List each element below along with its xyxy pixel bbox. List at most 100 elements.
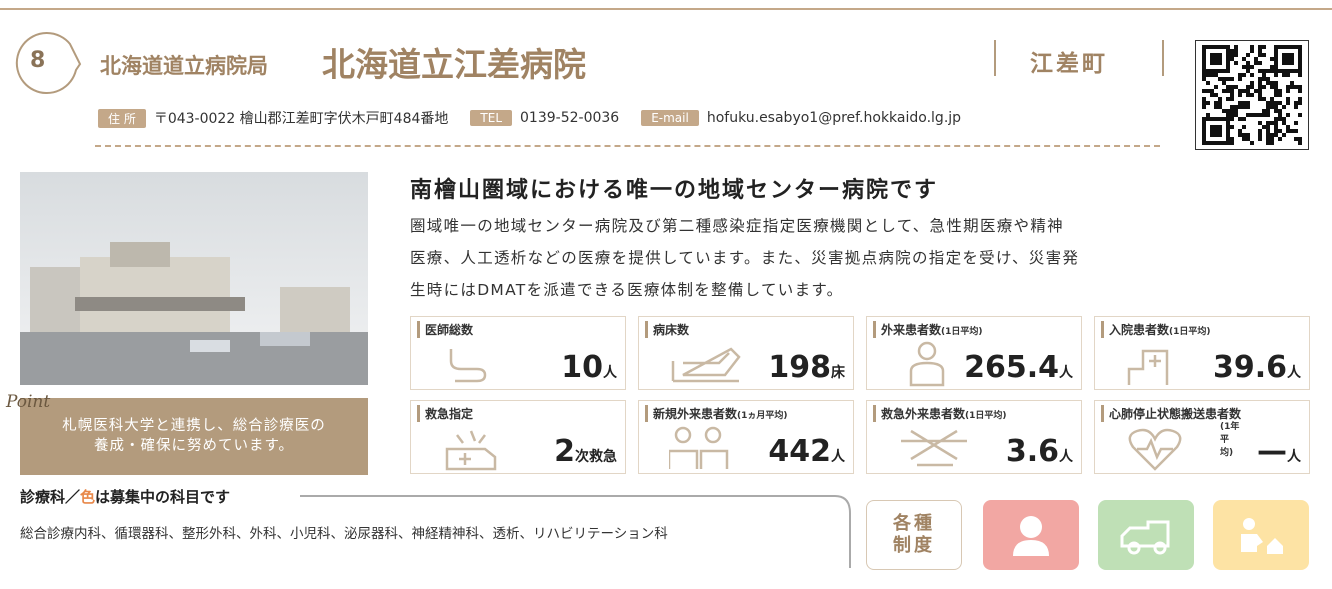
stat-unit: 人 bbox=[1059, 449, 1073, 465]
qr-cell bbox=[1298, 45, 1302, 49]
qr-cell bbox=[1226, 109, 1230, 113]
stat-unit: 人 bbox=[1287, 449, 1301, 465]
qr-cell bbox=[1226, 77, 1230, 81]
top-rule bbox=[0, 8, 1332, 10]
qr-cell bbox=[1214, 61, 1218, 65]
stat-box: 医師総数 10人 bbox=[410, 316, 626, 390]
qr-cell bbox=[1270, 101, 1274, 105]
qr-cell bbox=[1262, 45, 1266, 49]
ambulance-button[interactable] bbox=[1098, 500, 1194, 570]
stat-note: (1年平均) bbox=[1220, 422, 1240, 458]
qr-cell bbox=[1250, 49, 1254, 53]
stat-box: 病床数 198床 bbox=[638, 316, 854, 390]
stat-value-row: 2次救急 bbox=[554, 434, 617, 469]
qr-cell bbox=[1298, 73, 1302, 77]
town: 江差町 bbox=[1030, 51, 1108, 77]
qr-cell bbox=[1278, 113, 1282, 117]
qr-cell bbox=[1234, 49, 1238, 53]
qr-cell bbox=[1258, 45, 1262, 49]
qr-cell bbox=[1286, 73, 1290, 77]
qr-cell bbox=[1238, 133, 1242, 137]
qr-cell bbox=[1230, 89, 1234, 93]
stat-box: 入院患者数(1日平均) 39.6人 bbox=[1094, 316, 1310, 390]
qr-cell bbox=[1202, 77, 1206, 81]
qr-cell bbox=[1246, 105, 1250, 109]
qr-cell bbox=[1238, 129, 1242, 133]
qr-cell bbox=[1262, 77, 1266, 81]
qr-cell bbox=[1282, 133, 1286, 137]
qr-cell bbox=[1266, 133, 1270, 137]
qr-cell bbox=[1258, 137, 1262, 141]
qr-cell bbox=[1242, 125, 1246, 129]
stat-note: (1ヵ月平均) bbox=[737, 411, 788, 421]
qr-cell bbox=[1202, 69, 1206, 73]
qr-cell bbox=[1206, 113, 1210, 117]
qr-cell bbox=[1262, 73, 1266, 77]
stat-value-row: 10人 bbox=[561, 350, 617, 385]
email: hofuku.esabyo1@pref.hokkaido.lg.jp bbox=[706, 110, 962, 126]
qr-cell bbox=[1242, 101, 1246, 105]
divider bbox=[1162, 40, 1164, 76]
qr-cell bbox=[1238, 73, 1242, 77]
stat-value: 265.4 bbox=[964, 350, 1059, 385]
qr-cell bbox=[1234, 109, 1238, 113]
qr-cell bbox=[1222, 117, 1226, 121]
qr-cell bbox=[1210, 117, 1214, 121]
qr-cell bbox=[1230, 53, 1234, 57]
qr-cell bbox=[1270, 133, 1274, 137]
qr-cell bbox=[1214, 73, 1218, 77]
qr-cell bbox=[1214, 129, 1218, 133]
contact-row: 住 所 〒043-0022 檜山郡江差町字伏木戸町484番地 TEL 0139-… bbox=[98, 108, 961, 128]
description-line: 生時にはDMATを派遣できる医療体制を整備しています。 bbox=[410, 281, 844, 299]
qr-cell bbox=[1266, 81, 1270, 85]
icon bbox=[1128, 428, 1182, 471]
qr-cell bbox=[1258, 61, 1262, 65]
qr-cell bbox=[1246, 137, 1250, 141]
qr-cell bbox=[1294, 105, 1298, 109]
qr-cell bbox=[1234, 113, 1238, 117]
qr-cell bbox=[1258, 129, 1262, 133]
qr-cell bbox=[1278, 69, 1282, 73]
qr-cell bbox=[1278, 89, 1282, 93]
qr-cell bbox=[1274, 69, 1278, 73]
stat-name: 外来患者数 bbox=[881, 323, 942, 337]
qr-cell bbox=[1250, 81, 1254, 85]
qr-cell bbox=[1278, 117, 1282, 121]
qr-cell bbox=[1298, 97, 1302, 101]
qr-cell bbox=[1298, 57, 1302, 61]
qr-cell bbox=[1226, 53, 1230, 57]
qr-cell bbox=[1214, 125, 1218, 129]
qr-cell bbox=[1262, 69, 1266, 73]
icon bbox=[671, 347, 741, 383]
qr-cell bbox=[1242, 117, 1246, 121]
qr-cell bbox=[1214, 133, 1218, 137]
qr-cell bbox=[1230, 77, 1234, 81]
qr-cell bbox=[1262, 113, 1266, 117]
qr-cell bbox=[1222, 77, 1226, 81]
qr-cell bbox=[1210, 69, 1214, 73]
qr-cell bbox=[1278, 137, 1282, 141]
qr-cell bbox=[1298, 101, 1302, 105]
qr-cell bbox=[1226, 113, 1230, 117]
qr-cell bbox=[1286, 97, 1290, 101]
qr-cell bbox=[1246, 65, 1250, 69]
stat-name: 救急指定 bbox=[425, 407, 474, 421]
qr-cell bbox=[1278, 101, 1282, 105]
qr-cell bbox=[1206, 117, 1210, 121]
qr-cell bbox=[1282, 61, 1286, 65]
qr-cell bbox=[1222, 69, 1226, 73]
qr-cell bbox=[1278, 109, 1282, 113]
stat-value-row: 198床 bbox=[768, 350, 845, 385]
systems-button[interactable]: 各種 制度 bbox=[866, 500, 962, 570]
housing-button[interactable] bbox=[1213, 500, 1309, 570]
qr-cell bbox=[1218, 77, 1222, 81]
qr-cell bbox=[1298, 141, 1302, 145]
qr-cell bbox=[1210, 141, 1214, 145]
qr-cell bbox=[1266, 105, 1270, 109]
doctor-button[interactable] bbox=[983, 500, 1079, 570]
stat-value-row: 265.4人 bbox=[964, 350, 1073, 385]
qr-cell bbox=[1282, 105, 1286, 109]
qr-cell bbox=[1226, 133, 1230, 137]
organization: 北海道道立病院局 bbox=[100, 54, 268, 78]
qr-cell bbox=[1242, 105, 1246, 109]
